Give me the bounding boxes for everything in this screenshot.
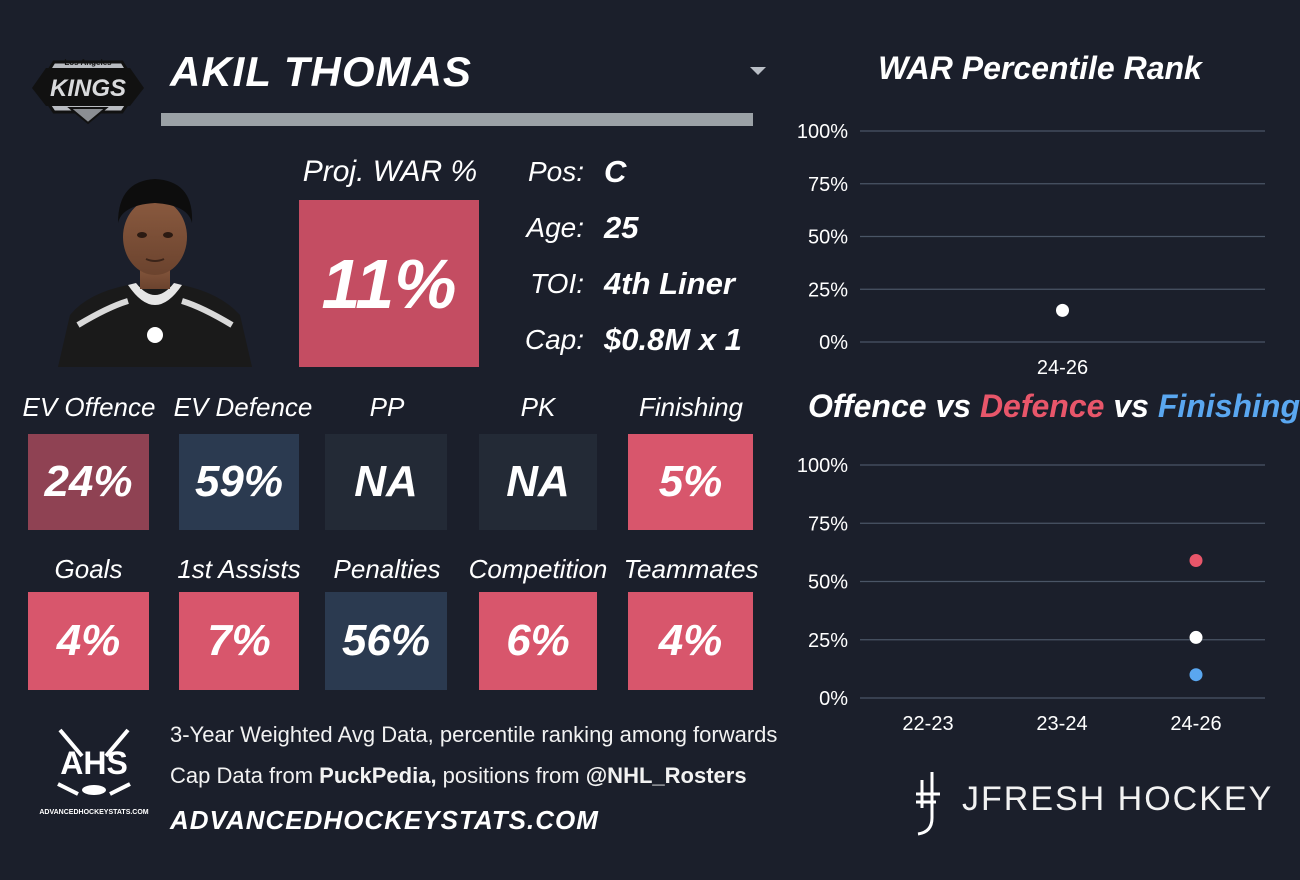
penalties-label: Penalties bbox=[333, 554, 441, 584]
title-vs-2: vs bbox=[1104, 388, 1158, 424]
credits-prefix: Cap Data from bbox=[170, 763, 320, 788]
teammates-label: Teammates bbox=[623, 554, 759, 584]
age-label: Age: bbox=[526, 212, 584, 243]
credits-middle: positions from bbox=[436, 763, 586, 788]
pk-tile: NA bbox=[479, 434, 597, 530]
team-logo-subtext: Los Angeles bbox=[64, 58, 112, 67]
finishing-data-point bbox=[1189, 668, 1203, 682]
ahs-logo-subtext: ADVANCEDHOCKEYSTATS.COM bbox=[39, 809, 148, 816]
finishing-tile: 5% bbox=[628, 434, 753, 530]
x-tick-label: 23-24 bbox=[1036, 713, 1087, 735]
ahs-logo: AHS ADVANCEDHOCKEYSTATS.COM bbox=[38, 722, 150, 818]
position-value: C bbox=[604, 154, 627, 189]
y-tick-label: 75% bbox=[808, 174, 848, 196]
player-photo bbox=[48, 175, 262, 367]
ev-offence-value: 24% bbox=[44, 457, 133, 506]
first-assists-value: 7% bbox=[207, 616, 271, 665]
ev-defence-value: 59% bbox=[194, 457, 284, 506]
ev-offence-label: EV Offence bbox=[22, 392, 156, 422]
team-logo-text: KINGS bbox=[50, 75, 126, 102]
player-name: AKIL THOMAS bbox=[170, 48, 472, 95]
team-logo: Los Angeles KINGS bbox=[28, 48, 148, 126]
ovd-chart-title: Offence vs Defence vs Finishing bbox=[808, 388, 1300, 425]
first-assists-label: 1st Assists bbox=[177, 554, 301, 584]
defence-data-point bbox=[1189, 554, 1203, 568]
war-chart-title: WAR Percentile Rank bbox=[878, 50, 1202, 86]
cap-label: Cap: bbox=[524, 324, 584, 355]
competition-tile: 6% bbox=[479, 592, 597, 690]
teammates-value: 4% bbox=[658, 616, 723, 665]
first-assists-tile: 7% bbox=[179, 592, 299, 690]
y-tick-label: 100% bbox=[797, 121, 848, 143]
x-tick-label: 24-26 bbox=[1037, 357, 1088, 379]
y-tick-label: 50% bbox=[808, 572, 848, 594]
ahs-logo-text: AHS bbox=[60, 745, 128, 781]
teammates-tile: 4% bbox=[628, 592, 753, 690]
y-tick-label: 0% bbox=[819, 332, 848, 354]
y-tick-label: 0% bbox=[819, 688, 848, 710]
y-tick-label: 50% bbox=[808, 227, 848, 249]
cap-value: $0.8M x 1 bbox=[604, 322, 742, 357]
competition-value: 6% bbox=[506, 616, 570, 665]
nhl-rosters-link: @NHL_Rosters bbox=[585, 763, 747, 788]
position-label: Pos: bbox=[527, 156, 584, 187]
offence-defence-finishing-chart: 0% 25% 50% 75% 100% 22-23 23-24 24-26 bbox=[797, 455, 1265, 735]
jfresh-logo-icon bbox=[906, 768, 946, 838]
toi-value: 4th Liner bbox=[604, 266, 735, 301]
footer-note: 3-Year Weighted Avg Data, percentile ran… bbox=[170, 722, 778, 747]
war-percentile-chart: 0% 25% 50% 75% 100% 24-26 bbox=[797, 121, 1265, 379]
goals-tile: 4% bbox=[28, 592, 149, 690]
age-value: 25 bbox=[604, 210, 639, 245]
footer-url: ADVANCEDHOCKEYSTATS.COM bbox=[170, 805, 599, 835]
y-tick-label: 25% bbox=[808, 630, 848, 652]
finishing-label: Finishing bbox=[638, 392, 744, 422]
pk-value: NA bbox=[506, 457, 570, 506]
penalties-tile: 56% bbox=[325, 592, 447, 690]
toi-label: TOI: bbox=[530, 268, 584, 299]
pp-tile: NA bbox=[325, 434, 447, 530]
pp-value: NA bbox=[354, 457, 418, 506]
y-tick-label: 75% bbox=[808, 513, 848, 535]
offence-data-point bbox=[1189, 630, 1203, 644]
competition-label: Competition bbox=[468, 554, 608, 584]
title-defence: Defence bbox=[979, 388, 1105, 424]
title-finishing: Finishing bbox=[1157, 388, 1300, 424]
penalties-value: 56% bbox=[341, 616, 431, 665]
proj-war-value: 11% bbox=[299, 200, 479, 367]
ev-defence-label: EV Defence bbox=[173, 392, 313, 422]
pk-label: PK bbox=[520, 392, 556, 422]
data-point bbox=[1056, 303, 1069, 317]
title-offence: Offence bbox=[808, 388, 927, 424]
goals-value: 4% bbox=[56, 616, 121, 665]
x-tick-label: 22-23 bbox=[902, 713, 953, 735]
proj-war-label: Proj. WAR % bbox=[302, 155, 478, 188]
player-dropdown-chevron-down-icon[interactable] bbox=[750, 67, 766, 75]
y-tick-label: 25% bbox=[808, 279, 848, 301]
goals-label: Goals bbox=[54, 554, 123, 584]
ev-defence-tile: 59% bbox=[179, 434, 299, 530]
pp-label: PP bbox=[369, 392, 405, 422]
title-vs-1: vs bbox=[926, 388, 980, 424]
jfresh-brand: JFRESH HOCKEY bbox=[962, 780, 1274, 818]
name-underline-bar bbox=[161, 113, 753, 126]
finishing-value: 5% bbox=[658, 457, 723, 506]
y-tick-label: 100% bbox=[797, 455, 848, 477]
footer-credits: Cap Data from PuckPedia, positions from … bbox=[170, 763, 747, 789]
x-tick-label: 24-26 bbox=[1170, 713, 1221, 735]
puckpedia-link: PuckPedia, bbox=[319, 763, 437, 788]
ev-offence-tile: 24% bbox=[28, 434, 149, 530]
